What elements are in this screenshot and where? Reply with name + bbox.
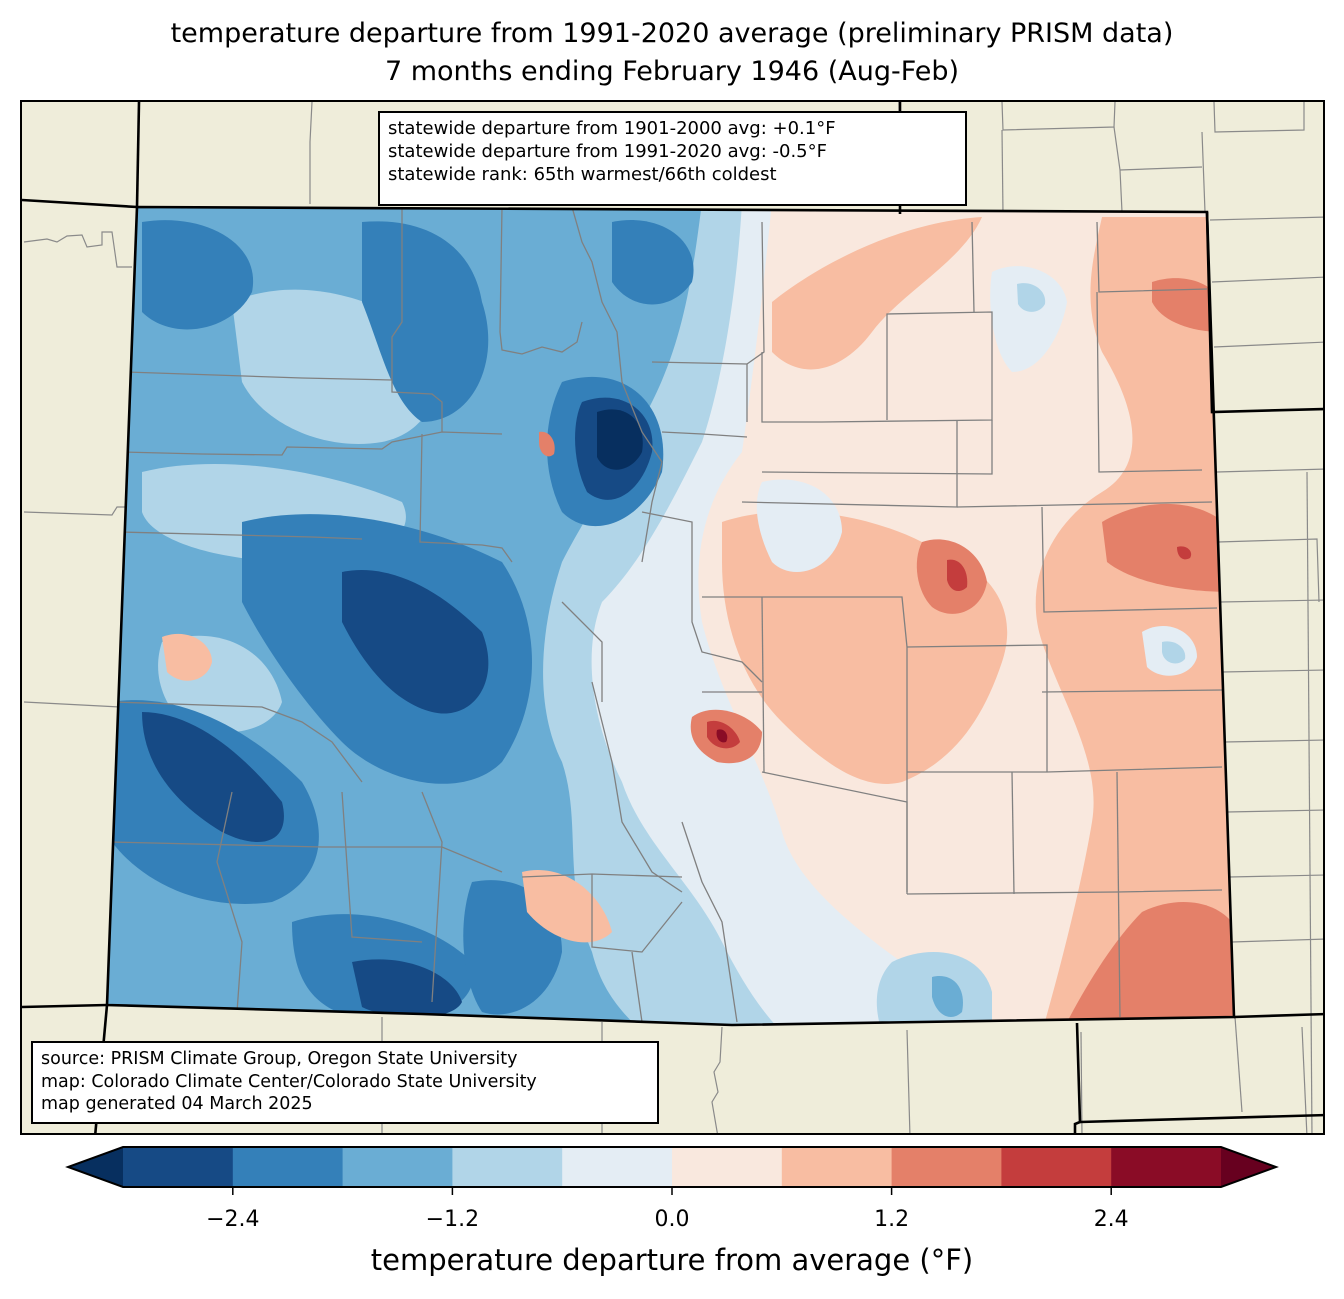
colorbar-ticks bbox=[232, 1187, 1112, 1195]
field-level-1.2-1.8 bbox=[1152, 278, 1222, 332]
colorbar-segment bbox=[891, 1147, 1002, 1187]
stat-departure-1991-2020: statewide departure from 1991-2020 avg: … bbox=[388, 141, 827, 162]
temperature-field bbox=[107, 207, 1234, 1025]
field-warm-spot-nw bbox=[162, 633, 212, 681]
field-warm-spot-sw bbox=[522, 870, 612, 943]
chart-subtitle: 7 months ending February 1946 (Aug-Feb) bbox=[384, 56, 960, 87]
colorbar-outline bbox=[65, 1146, 1279, 1188]
field-level-1.8-2.4 bbox=[1177, 546, 1192, 560]
field-cool-spot-se-core bbox=[932, 976, 963, 1017]
colorbar-segment bbox=[232, 1147, 344, 1187]
field-level-neg3.0-neg2.4 bbox=[142, 712, 284, 842]
field-level-neg3.0-neg2.4 bbox=[342, 570, 489, 714]
colorbar-tick-label: 2.4 bbox=[1093, 1207, 1129, 1232]
map-panel bbox=[20, 100, 1325, 1135]
colorbar-tick-label: −2.4 bbox=[206, 1207, 260, 1232]
field-level-below-neg3.0 bbox=[597, 409, 643, 470]
credit-generated: map generated 04 March 2025 bbox=[41, 1094, 313, 1114]
field-level-1.2-1.8 bbox=[1102, 503, 1232, 592]
colorbar-segment bbox=[1111, 1147, 1222, 1187]
credit-map: map: Colorado Climate Center/Colorado St… bbox=[41, 1071, 537, 1092]
colorbar-segment bbox=[1001, 1147, 1112, 1187]
statewide-stats-box: statewide departure from 1901-2000 avg: … bbox=[378, 111, 967, 206]
credits-box: source: PRISM Climate Group, Oregon Stat… bbox=[31, 1041, 659, 1124]
colorbar-tick-label: −1.2 bbox=[425, 1207, 480, 1232]
field-level-0.6-1.2 bbox=[772, 217, 982, 370]
colorbar-segment bbox=[562, 1147, 673, 1187]
colorbar-extend-low bbox=[68, 1147, 123, 1187]
colorbar-segment bbox=[452, 1147, 563, 1187]
chart-title: temperature departure from 1991-2020 ave… bbox=[170, 18, 1174, 49]
colorbar-segment bbox=[672, 1147, 783, 1187]
field-level-neg2.4-neg1.8 bbox=[612, 220, 694, 305]
field-level-neg3.0-neg2.4 bbox=[352, 959, 462, 1018]
field-cool-spot-ne bbox=[990, 266, 1067, 372]
neighbor-county-lines bbox=[23, 102, 1323, 1133]
colorbar-segment bbox=[123, 1147, 234, 1187]
colorbar-extend-high bbox=[1221, 1147, 1276, 1187]
stat-rank: statewide rank: 65th warmest/66th coldes… bbox=[388, 164, 777, 185]
credit-source: source: PRISM Climate Group, Oregon Stat… bbox=[41, 1049, 518, 1069]
field-level-neg2.4-neg1.8 bbox=[142, 220, 254, 330]
field-level-2.4-3.0 bbox=[716, 729, 728, 743]
field-warm-spot-park bbox=[539, 431, 555, 457]
field-level-1.8-2.4 bbox=[947, 559, 968, 592]
county-lines bbox=[109, 207, 1223, 1023]
field-cool-spot-ne-core bbox=[1017, 283, 1046, 312]
field-cool-spot-e-core bbox=[1162, 641, 1186, 664]
colorbar-segment bbox=[342, 1147, 453, 1187]
colorbar-segments bbox=[123, 1147, 1222, 1187]
colorbar-tick-label: 1.2 bbox=[874, 1207, 910, 1232]
map-canvas bbox=[22, 102, 1323, 1133]
colorbar-segment bbox=[781, 1147, 893, 1187]
field-level-neg2.4-neg1.8 bbox=[362, 221, 489, 422]
colorbar bbox=[65, 1146, 1279, 1195]
field-level-0.6-1.2 bbox=[1035, 217, 1234, 1025]
field-level-1.2-1.8 bbox=[1062, 902, 1234, 1025]
stat-departure-1901-2000: statewide departure from 1901-2000 avg: … bbox=[388, 118, 836, 139]
colorbar-label: temperature departure from average (°F) bbox=[370, 1243, 974, 1277]
colorbar-tick-label: 0.0 bbox=[654, 1207, 690, 1232]
